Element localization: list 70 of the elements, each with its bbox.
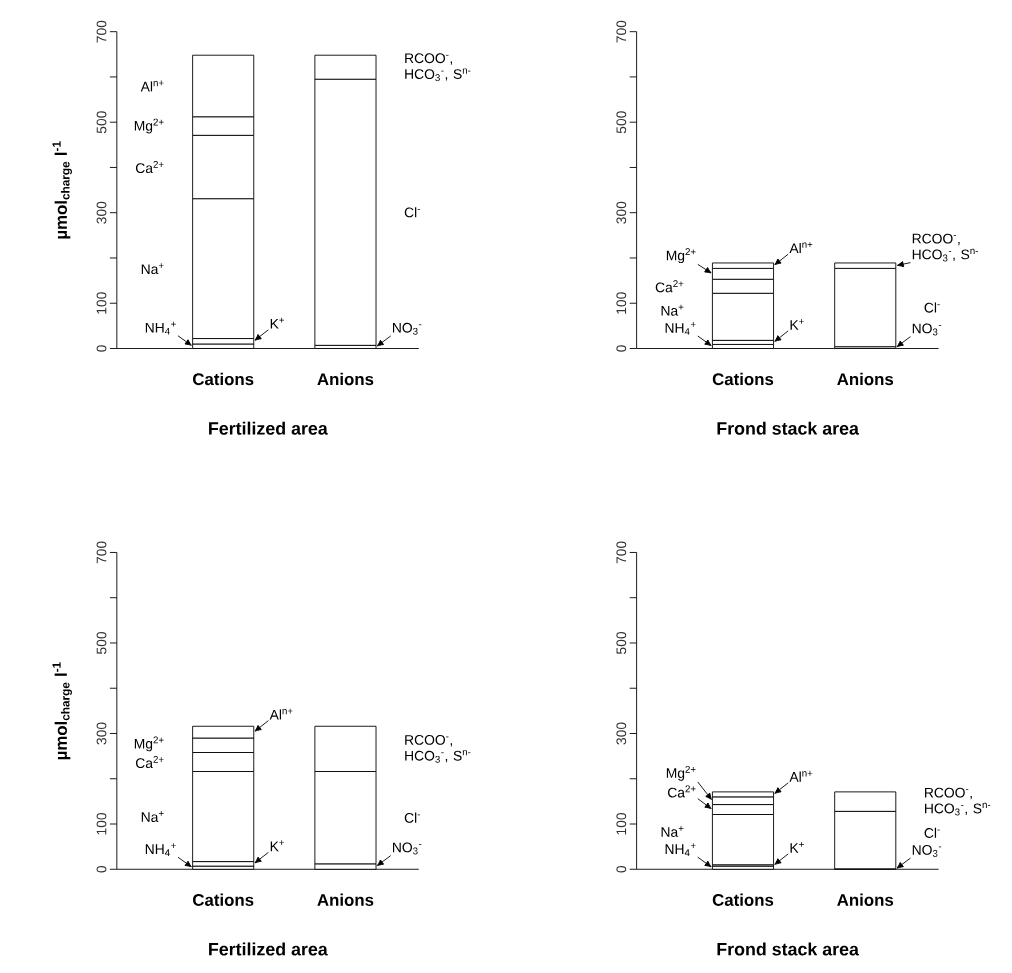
text: Ca$^{2+}$ [135, 160, 164, 173]
text: Cl$^{-}$ [404, 207, 420, 218]
y-tick-label: 500 [616, 631, 627, 654]
x-tick-label: Anions [317, 372, 374, 386]
x-tick-label: Cations [193, 372, 254, 386]
series-label: NH$_{4}$+ [665, 321, 696, 335]
text: Na$^{+}$ [661, 825, 684, 837]
text: RCOO$^{-}$, HCO$_{3}$$^{-}$, S$^{n-}$ [405, 53, 471, 81]
y-tick-label: 500 [96, 631, 107, 654]
y-tick-label: 100 [616, 292, 627, 314]
y-tick-label: 700 [96, 20, 107, 43]
y-axis-title: µmol$_{charge}$ l$^{-1}$ [52, 662, 72, 760]
y-tick-label: 300 [96, 201, 107, 224]
text: Na$^{+}$ [661, 304, 684, 316]
x-tick-label: Anions [317, 893, 374, 906]
y-tick-label: 0 [616, 345, 627, 352]
y-axis-title: µmol$_{charge}$ l$^{-1}$ [52, 141, 72, 239]
text: RCOO$^{-}$, HCO$_{3}$$^{-}$, S$^{n-}$ [925, 787, 991, 816]
y-tick-label: 0 [96, 865, 107, 873]
x-axis-title: Fertilized area [209, 421, 328, 435]
text: RCOO$^{-}$, HCO$_{3}$$^{-}$, S$^{n-}$ [912, 233, 978, 262]
x-axis-title: Frond stack area [717, 421, 860, 435]
series-label: NH$_{4}$+ [145, 843, 176, 856]
series-label: K$^{+}$ [790, 841, 804, 853]
y-tick-label: 500 [96, 111, 107, 134]
y-tick-label: 700 [616, 20, 627, 43]
series-label: NH$_{4}$+ [145, 321, 176, 335]
series-label: NH$_{4}$+ [665, 843, 696, 856]
text: Ca$^{2+}$ [655, 280, 684, 293]
text: Cl$^{-}$ [924, 827, 940, 838]
x-tick-label: Cations [712, 893, 774, 906]
y-tick-label: 700 [96, 541, 107, 564]
x-axis-title: Frond stack area [717, 942, 860, 956]
x-tick-label: Anions [837, 372, 894, 386]
x-tick-label: Cations [193, 893, 254, 906]
text: Ca$^{2+}$ [135, 755, 164, 768]
text: Mg$^{2+}$ [134, 118, 164, 134]
series-label: NO$_{3}$- [393, 322, 422, 335]
text: Al$^{n+}$ [140, 80, 164, 92]
series-label: K$^{+}$ [270, 317, 285, 329]
x-tick-label: Cations [712, 372, 774, 386]
text: Na$^{+}$ [141, 810, 164, 822]
y-tick-label: 100 [96, 812, 107, 835]
y-tick-label: 100 [96, 292, 107, 314]
y-tick-label: 500 [616, 111, 627, 134]
y-tick-label: 0 [96, 345, 107, 352]
series-label: Al$^{n+}$ [789, 242, 813, 253]
y-tick-label: 100 [616, 812, 627, 835]
text: RCOO$^{-}$, HCO$_{3}$$^{-}$, S$^{n-}$ [405, 734, 471, 763]
legend-label: Ca$^{2+}$ [667, 785, 696, 798]
series-label: Mg$^{2+}$ [666, 765, 696, 781]
x-axis-title: Fertilized area [209, 942, 328, 956]
series-label: Al$^{n+}$ [269, 708, 293, 720]
series-label: K$^{+}$ [790, 318, 804, 330]
series-label: NO$_{3}$- [912, 323, 942, 336]
y-tick-label: 0 [616, 865, 627, 873]
y-tick-label: 300 [96, 722, 107, 745]
text: Mg$^{2+}$ [134, 736, 164, 752]
y-tick-label: 700 [616, 541, 627, 564]
text: Cl$^{-}$ [404, 812, 420, 823]
text: Na$^{+}$ [141, 263, 164, 274]
series-label: K$^{+}$ [270, 840, 285, 852]
series-label: Mg$^{2+}$ [666, 248, 696, 264]
series-label: NO$_{3}$- [912, 844, 942, 857]
y-tick-label: 300 [616, 201, 627, 224]
x-tick-label: Anions [837, 893, 894, 906]
y-tick-label: 300 [616, 722, 627, 745]
text: Cl$^{-}$ [924, 302, 940, 313]
series-label: Al$^{n+}$ [789, 770, 813, 782]
series-label: NO$_{3}$- [393, 842, 422, 855]
